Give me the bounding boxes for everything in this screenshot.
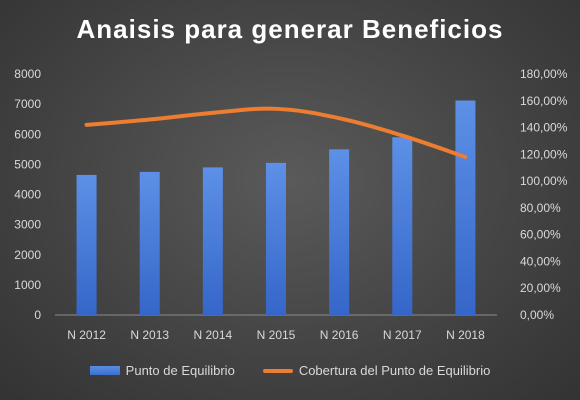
y-right-tick-label: 100,00% [520, 174, 568, 188]
y-right-tick-label: 140,00% [520, 121, 568, 135]
chart-title: Anaisis para generar Beneficios [76, 14, 504, 44]
y-right-tick-label: 20,00% [520, 281, 561, 295]
y-left-tick-label: 7000 [14, 97, 41, 111]
bar[interactable] [139, 171, 160, 315]
y-right-tick-label: 120,00% [520, 147, 568, 161]
bar[interactable] [266, 162, 286, 315]
y-left-tick-label: 1000 [14, 278, 41, 292]
legend-label-line: Cobertura del Punto de Equilibrio [298, 363, 491, 378]
bar-series [76, 100, 476, 315]
y-left-tick-label: 6000 [14, 127, 41, 141]
bar[interactable] [202, 167, 223, 315]
x-tick-label: N 2015 [257, 328, 296, 342]
legend: Punto de Equilibrio Cobertura del Punto … [0, 363, 580, 378]
x-tick-label: N 2013 [130, 328, 169, 342]
y-right-tick-label: 40,00% [520, 254, 561, 268]
y-right-tick-label: 180,00% [520, 67, 568, 81]
line-point[interactable] [464, 156, 466, 158]
y-left-tick-label: 8000 [14, 67, 41, 81]
y-left-tick-label: 5000 [14, 157, 41, 171]
x-tick-label: N 2017 [383, 328, 422, 342]
y-left-tick-label: 4000 [14, 188, 41, 202]
y-right-tick-label: 80,00% [520, 201, 561, 215]
x-tick-label: N 2018 [446, 328, 485, 342]
y-left-tick-label: 2000 [14, 248, 41, 262]
x-tick-label: N 2016 [320, 328, 359, 342]
bar[interactable] [76, 174, 97, 315]
line-point[interactable] [338, 117, 340, 119]
legend-label-bars: Punto de Equilibrio [125, 363, 235, 378]
y-right-tick-label: 160,00% [520, 94, 568, 108]
bar[interactable] [455, 100, 476, 315]
y-right-tick-label: 60,00% [520, 228, 561, 242]
legend-item-line[interactable]: Cobertura del Punto de Equilibrio [262, 363, 491, 378]
y-left-tick-label: 0 [34, 308, 41, 322]
y-right-tick-label: 0,00% [520, 308, 554, 322]
line-point[interactable] [212, 112, 214, 114]
x-tick-label: N 2014 [194, 328, 233, 342]
line-point[interactable] [86, 124, 88, 126]
line-point[interactable] [275, 108, 277, 110]
bar[interactable] [392, 137, 413, 315]
legend-swatch-line [262, 368, 293, 373]
bar[interactable] [329, 149, 350, 315]
legend-swatch-bar [89, 366, 120, 375]
line-point[interactable] [149, 119, 151, 121]
line-series [84, 106, 468, 160]
legend-item-bars[interactable]: Punto de Equilibrio [89, 363, 235, 378]
y-left-tick-label: 3000 [14, 218, 41, 232]
line-point[interactable] [401, 135, 403, 137]
x-tick-label: N 2012 [67, 328, 106, 342]
axes: 0 1000 2000 3000 4000 5000 6000 7000 8000 0,00% 20… [14, 67, 567, 342]
